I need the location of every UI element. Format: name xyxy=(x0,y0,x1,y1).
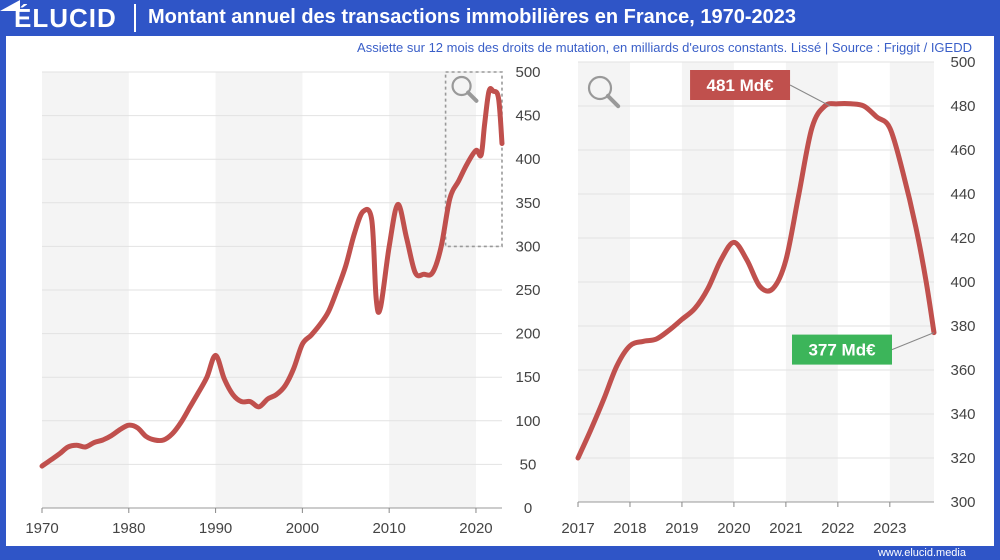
x-tick-label: 2017 xyxy=(561,520,594,537)
y-tick-label: 400 xyxy=(515,151,540,168)
x-tick-label: 2023 xyxy=(873,520,906,537)
y-tick-label: 300 xyxy=(950,494,975,511)
magnifier-lens xyxy=(587,75,613,101)
y-tick-label: 480 xyxy=(950,98,975,115)
y-tick-label: 100 xyxy=(515,413,540,430)
y-tick-label: 440 xyxy=(950,186,975,203)
max-label-leader xyxy=(789,84,831,107)
chart-2: 300 320 340 360 380 400 420 440 460 480 500 2017 201… xyxy=(561,54,975,537)
y-tick-label: 350 xyxy=(515,195,540,212)
min-label-leader xyxy=(891,332,935,351)
zoom-box xyxy=(444,71,503,248)
series-line xyxy=(39,85,505,469)
x-tick-label: 2018 xyxy=(613,520,646,537)
zoom-magnifier-icon xyxy=(587,75,621,109)
x-tick-label: 2021 xyxy=(769,520,802,537)
y-tick-label: 300 xyxy=(515,238,540,255)
elucid-logo[interactable]: ÉLUCID xyxy=(14,3,117,33)
magnifier-lens xyxy=(451,75,472,97)
chart-panel: Assiette sur 12 mois des droits de mutat… xyxy=(6,36,994,546)
logo-separator xyxy=(134,4,136,32)
x-tick-label: 1990 xyxy=(199,520,232,537)
max-value-label: 481 Md€ xyxy=(707,76,775,95)
x-tick-label: 2020 xyxy=(717,520,750,537)
x-tick-label: 2020 xyxy=(459,520,492,537)
series-line xyxy=(575,101,937,461)
header: ÉLUCID Montant annuel des transactions i… xyxy=(0,0,1000,36)
chart-subtitle: Assiette sur 12 mois des droits de mutat… xyxy=(357,40,972,55)
min-value-label: 377 Md€ xyxy=(808,341,876,360)
chart-title: Montant annuel des transactions immobili… xyxy=(148,6,796,28)
y-tick-label: 250 xyxy=(515,282,540,299)
y-tick-label: 320 xyxy=(950,450,975,467)
max-label-box xyxy=(690,70,791,100)
x-tick-label: 1980 xyxy=(112,520,145,537)
y-tick-label: 400 xyxy=(950,274,975,291)
y-tick-label: 500 xyxy=(950,54,975,71)
y-tick-label: 0 xyxy=(524,500,532,517)
chart-1: 0 50 100 150 200 250 300 350 400 450 500 1970 1980 19… xyxy=(25,64,540,537)
footer-logo-icon xyxy=(0,0,20,11)
x-tick-label: 1970 xyxy=(25,520,58,537)
y-tick-label: 150 xyxy=(515,369,540,386)
y-tick-label: 500 xyxy=(515,64,540,81)
magnifier-handle xyxy=(466,90,479,103)
x-tick-label: 2022 xyxy=(821,520,854,537)
x-tick-label: 2010 xyxy=(372,520,405,537)
y-tick-label: 360 xyxy=(950,362,975,379)
footer-site[interactable]: www.elucid.media xyxy=(877,547,966,559)
y-tick-label: 200 xyxy=(515,326,540,343)
y-tick-label: 420 xyxy=(950,230,975,247)
x-tick-label: 2019 xyxy=(665,520,698,537)
y-tick-label: 450 xyxy=(515,108,540,125)
x-tick-label: 2000 xyxy=(286,520,319,537)
y-tick-label: 340 xyxy=(950,406,975,423)
y-tick-label: 460 xyxy=(950,142,975,159)
charts-svg: 0 50 100 150 200 250 300 350 400 450 500 1970 1980 19… xyxy=(25,54,975,537)
y-tick-label: 380 xyxy=(950,318,975,335)
min-label-box xyxy=(792,334,892,365)
magnifier-handle xyxy=(605,93,621,109)
y-tick-label: 50 xyxy=(520,456,537,473)
magnifier-icon xyxy=(451,75,479,103)
